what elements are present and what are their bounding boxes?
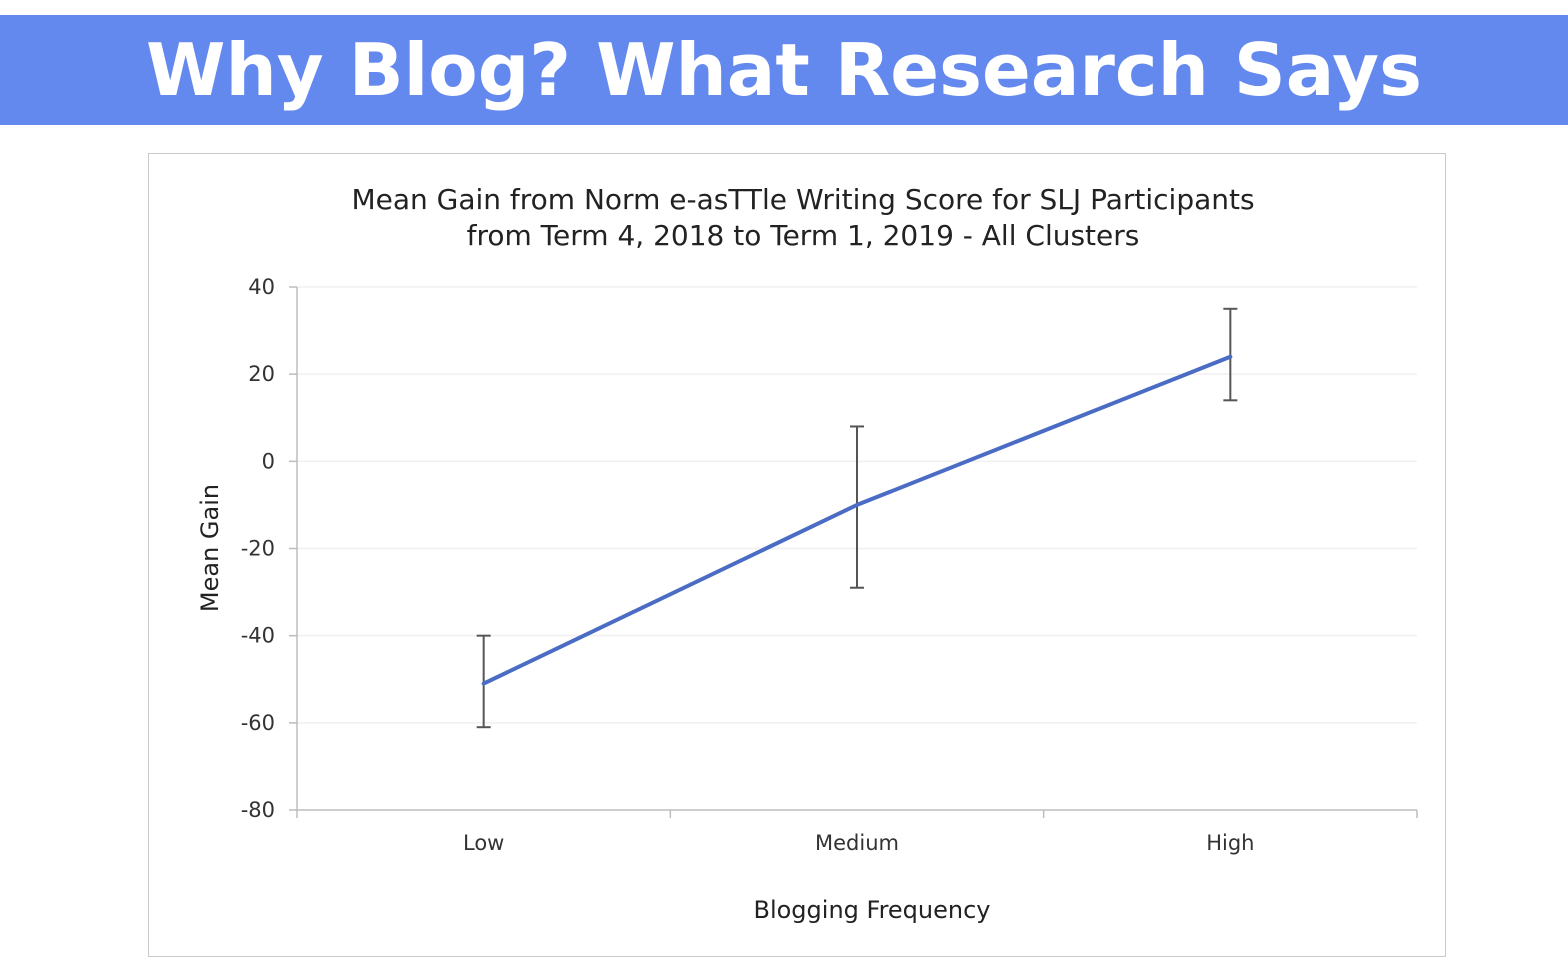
y-tick-label: -80 bbox=[241, 798, 275, 822]
tick-labels: 40 20 0 -20 -40 -60 -80 Low Medium High bbox=[241, 275, 1255, 855]
axes bbox=[289, 286, 1418, 818]
x-tick-label: Low bbox=[463, 831, 504, 855]
y-tick-label: -20 bbox=[241, 537, 275, 561]
y-tick-label: 20 bbox=[248, 362, 275, 386]
y-tick-label: 0 bbox=[262, 449, 275, 473]
y-tick-label: -40 bbox=[241, 624, 275, 648]
chart-title-line-1: Mean Gain from Norm e-asTTle Writing Sco… bbox=[351, 183, 1254, 216]
x-axis-label: Blogging Frequency bbox=[753, 896, 990, 924]
y-tick-label: 40 bbox=[248, 275, 275, 299]
chart-title-line-2: from Term 4, 2018 to Term 1, 2019 - All … bbox=[467, 219, 1140, 252]
x-tick-label: Medium bbox=[815, 831, 899, 855]
series-layer bbox=[476, 307, 1238, 729]
series-line bbox=[481, 354, 1233, 686]
slide-title: Why Blog? What Research Says bbox=[146, 28, 1422, 112]
slide-header: Why Blog? What Research Says bbox=[0, 15, 1568, 125]
x-tick-label: High bbox=[1206, 831, 1254, 855]
y-tick-label: -60 bbox=[241, 711, 275, 735]
y-axis-label: Mean Gain bbox=[196, 484, 224, 612]
